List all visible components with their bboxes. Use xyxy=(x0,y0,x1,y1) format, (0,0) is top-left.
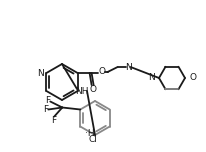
Text: F: F xyxy=(44,96,50,105)
Text: O: O xyxy=(89,85,96,95)
Text: NH: NH xyxy=(75,88,88,97)
Text: N: N xyxy=(36,69,43,78)
Text: Cl: Cl xyxy=(88,135,97,145)
Text: F: F xyxy=(42,105,48,114)
Text: O: O xyxy=(189,74,196,83)
Text: ·H: ·H xyxy=(85,128,94,138)
Text: F: F xyxy=(50,116,56,125)
Text: N: N xyxy=(125,62,131,71)
Text: O: O xyxy=(98,67,105,76)
Text: N: N xyxy=(147,74,154,83)
